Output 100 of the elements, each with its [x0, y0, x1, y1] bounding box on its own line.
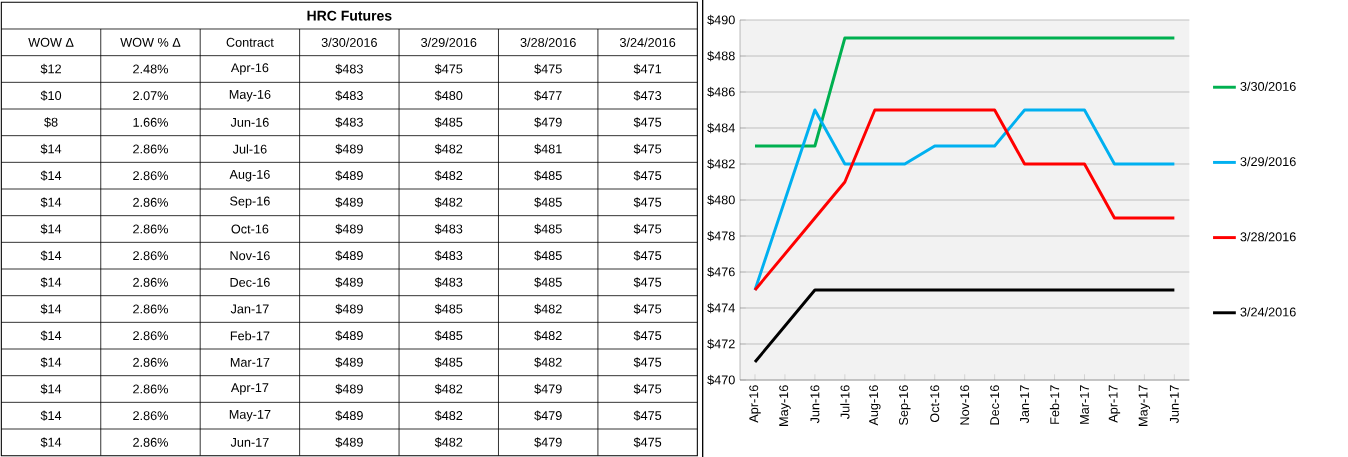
- category-label: May-16: [229, 89, 271, 102]
- data-label: 2.86%: [133, 437, 168, 447]
- text: 3/30/2016: [321, 37, 377, 47]
- data-label: $489: [335, 170, 363, 181]
- category-label: Mar-17: [230, 357, 270, 367]
- data-label: $482: [434, 437, 463, 448]
- category-label: Jan-17: [230, 304, 269, 314]
- data-label: $482: [434, 197, 463, 208]
- data-label: $482: [534, 357, 562, 368]
- data-label: 2.48%: [133, 64, 168, 74]
- data-label: $475: [633, 250, 662, 261]
- data-label: 2.86%: [133, 197, 168, 207]
- data-label: 2.07%: [133, 91, 168, 101]
- data-label: 2.86%: [133, 304, 168, 314]
- data-label: 2.86%: [133, 277, 168, 287]
- x-tick-label: Jul-16: [840, 385, 850, 420]
- data-label: $14: [40, 277, 62, 288]
- data-label: $482: [434, 410, 463, 421]
- data-label: $14: [40, 410, 62, 421]
- data-label: $483: [434, 277, 463, 288]
- category-label: Dec-16: [230, 277, 270, 287]
- data-label: $482: [434, 143, 463, 155]
- x-tick-label: Feb-17: [1049, 385, 1060, 424]
- category-label: Sep-16: [230, 196, 270, 209]
- text: 3/24/2016: [619, 37, 676, 47]
- category-label: Nov-16: [230, 251, 270, 261]
- y-tick-label: $490: [707, 14, 735, 26]
- data-label: 2.86%: [133, 411, 168, 421]
- data-label: $485: [534, 277, 562, 288]
- data-label: $475: [633, 383, 662, 395]
- data-label: 2.86%: [133, 251, 168, 261]
- y-tick-label: $484: [707, 122, 735, 134]
- category-label: Aug-16: [229, 169, 270, 182]
- data-label: $489: [335, 303, 363, 315]
- data-label: $14: [40, 383, 62, 395]
- data-label: $475: [633, 303, 662, 315]
- y-tick-label: $488: [707, 50, 735, 62]
- data-label: $14: [40, 357, 62, 368]
- category-label: Feb-17: [230, 331, 270, 341]
- data-label: $489: [335, 143, 363, 155]
- data-label: $475: [633, 437, 662, 448]
- y-tick-label: $472: [707, 338, 735, 350]
- x-tick-label: Aug-16: [869, 385, 881, 426]
- data-label: $475: [633, 277, 662, 288]
- text: WOW Δ: [28, 37, 74, 47]
- data-label: 2.86%: [133, 224, 168, 234]
- data-label: $479: [534, 117, 562, 128]
- data-label: $475: [633, 357, 662, 368]
- legend-label: 3/28/2016: [1240, 232, 1296, 242]
- data-label: $475: [633, 143, 662, 155]
- x-tick-label: Sep-16: [899, 385, 911, 425]
- x-tick-label: Jan-17: [1020, 385, 1030, 424]
- data-label: $489: [335, 330, 363, 341]
- x-tick-label: Mar-17: [1080, 385, 1089, 424]
- data-label: $14: [40, 197, 62, 208]
- x-tick-label: Dec-16: [990, 385, 1000, 425]
- data-label: $14: [40, 303, 62, 315]
- y-tick-label: $486: [707, 86, 735, 98]
- legend-label: 3/29/2016: [1240, 156, 1296, 167]
- data-label: $471: [633, 63, 662, 75]
- data-label: $475: [633, 117, 662, 128]
- data-label: $475: [633, 330, 662, 341]
- text: HRC Futures: [307, 10, 392, 21]
- text: WOW % Δ: [120, 37, 181, 47]
- data-label: $480: [434, 90, 463, 101]
- data-label: $14: [40, 330, 62, 341]
- y-tick-label: $480: [707, 194, 735, 206]
- x-tick-label: Apr-16: [749, 385, 761, 423]
- data-label: $485: [534, 250, 562, 261]
- data-label: 2.86%: [133, 331, 168, 341]
- data-label: $483: [335, 90, 363, 101]
- data-label: $483: [434, 223, 463, 235]
- data-label: $10: [40, 90, 62, 101]
- data-label: 2.86%: [133, 357, 168, 367]
- data-label: $489: [335, 437, 363, 448]
- y-tick-label: $474: [707, 302, 735, 314]
- data-label: $14: [40, 143, 62, 155]
- data-label: $481: [534, 143, 562, 155]
- data-label: $489: [335, 357, 363, 368]
- category-label: Apr-16: [230, 63, 269, 75]
- data-label: $14: [40, 223, 62, 235]
- data-label: $485: [534, 197, 562, 208]
- x-tick-label: May-17: [1138, 385, 1151, 426]
- data-label: $489: [335, 410, 363, 421]
- data-label: 2.86%: [133, 171, 168, 181]
- data-label: $489: [335, 277, 363, 288]
- data-label: $482: [534, 330, 562, 341]
- data-label: $482: [534, 303, 562, 315]
- data-label: $14: [40, 170, 62, 181]
- data-label: $475: [434, 63, 463, 75]
- category-label: Jun-16: [230, 117, 269, 127]
- data-label: $479: [534, 383, 562, 395]
- data-label: $489: [335, 223, 363, 235]
- data-label: $483: [335, 63, 363, 75]
- data-label: $485: [434, 330, 463, 341]
- category-label: Oct-16: [231, 224, 269, 234]
- data-label: $483: [335, 117, 363, 128]
- y-tick-label: $482: [707, 158, 735, 170]
- category-label: Jul-16: [232, 144, 267, 154]
- y-tick-label: $476: [707, 266, 735, 278]
